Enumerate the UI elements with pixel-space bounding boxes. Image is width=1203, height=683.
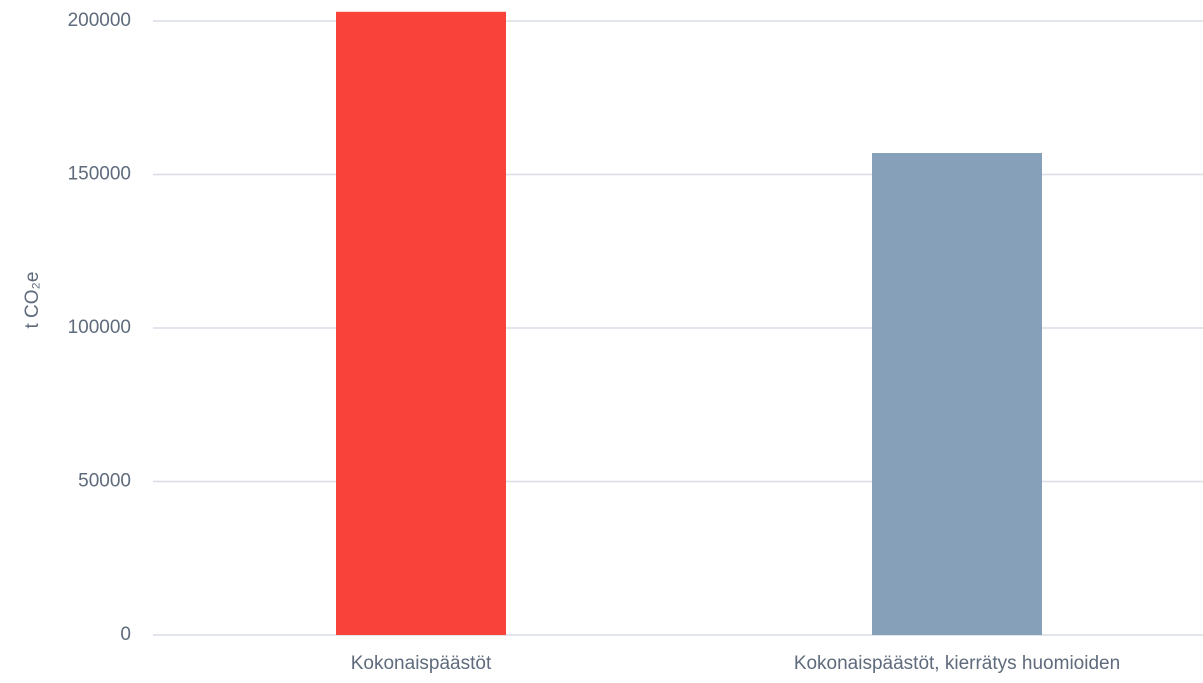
bar	[872, 153, 1042, 635]
y-tick-label: 200000	[68, 10, 131, 31]
y-axis-label: t CO₂e	[22, 272, 43, 329]
bar	[336, 11, 506, 636]
x-tick-label: Kokonaispäästöt	[351, 653, 492, 674]
y-tick-label: 100000	[68, 317, 131, 338]
y-tick-label: 50000	[78, 471, 131, 492]
y-tick-label: 0	[120, 624, 131, 645]
x-tick-label: Kokonaispäästöt, kierrätys huomioiden	[794, 653, 1120, 674]
y-tick-label: 150000	[68, 164, 131, 185]
